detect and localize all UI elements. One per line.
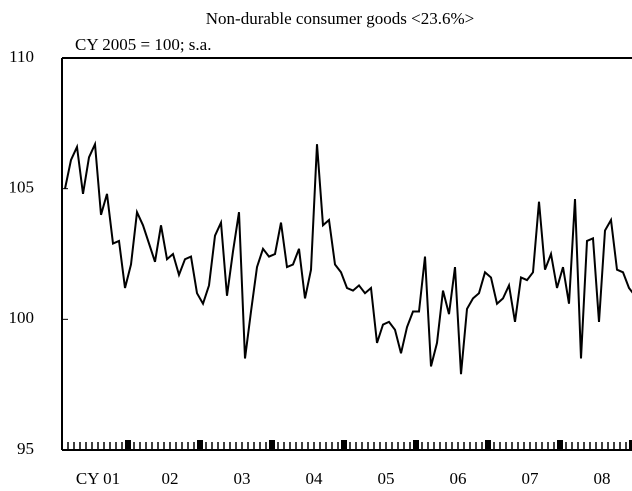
chart-subtitle: CY 2005 = 100; s.a. — [75, 35, 211, 54]
x-year-tick — [413, 440, 419, 450]
x-year-tick — [269, 440, 275, 450]
x-tick-label: 06 — [450, 469, 467, 488]
x-tick-label: CY 01 — [76, 469, 120, 488]
x-tick-label: 08 — [594, 469, 611, 488]
y-tick-label: 105 — [9, 178, 35, 197]
x-tick-label: 03 — [234, 469, 251, 488]
y-tick-label: 100 — [9, 308, 35, 327]
x-year-tick — [485, 440, 491, 450]
x-year-tick — [557, 440, 563, 450]
x-year-tick — [341, 440, 347, 450]
x-year-tick — [125, 440, 131, 450]
data-line — [64, 140, 632, 375]
x-year-tick — [197, 440, 203, 450]
x-tick-label: 05 — [378, 469, 395, 488]
x-tick-label: 07 — [522, 469, 540, 488]
chart-title: Non-durable consumer goods <23.6%> — [206, 9, 474, 28]
y-tick-label: 110 — [9, 47, 34, 66]
x-tick-label: 02 — [162, 469, 179, 488]
x-tick-label: 04 — [306, 469, 324, 488]
y-tick-label: 95 — [17, 439, 34, 458]
x-year-tick — [629, 440, 632, 450]
